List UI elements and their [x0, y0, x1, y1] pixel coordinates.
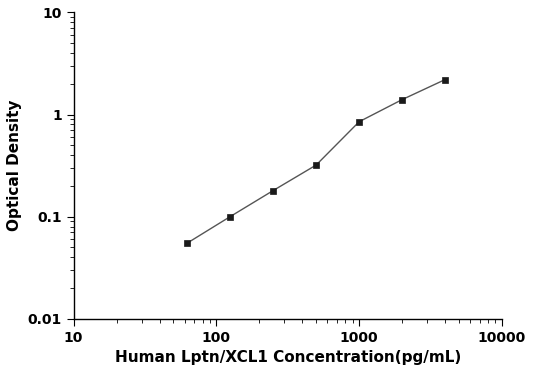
X-axis label: Human Lptn/XCL1 Concentration(pg/mL): Human Lptn/XCL1 Concentration(pg/mL) — [115, 350, 461, 365]
Y-axis label: Optical Density: Optical Density — [7, 100, 22, 231]
